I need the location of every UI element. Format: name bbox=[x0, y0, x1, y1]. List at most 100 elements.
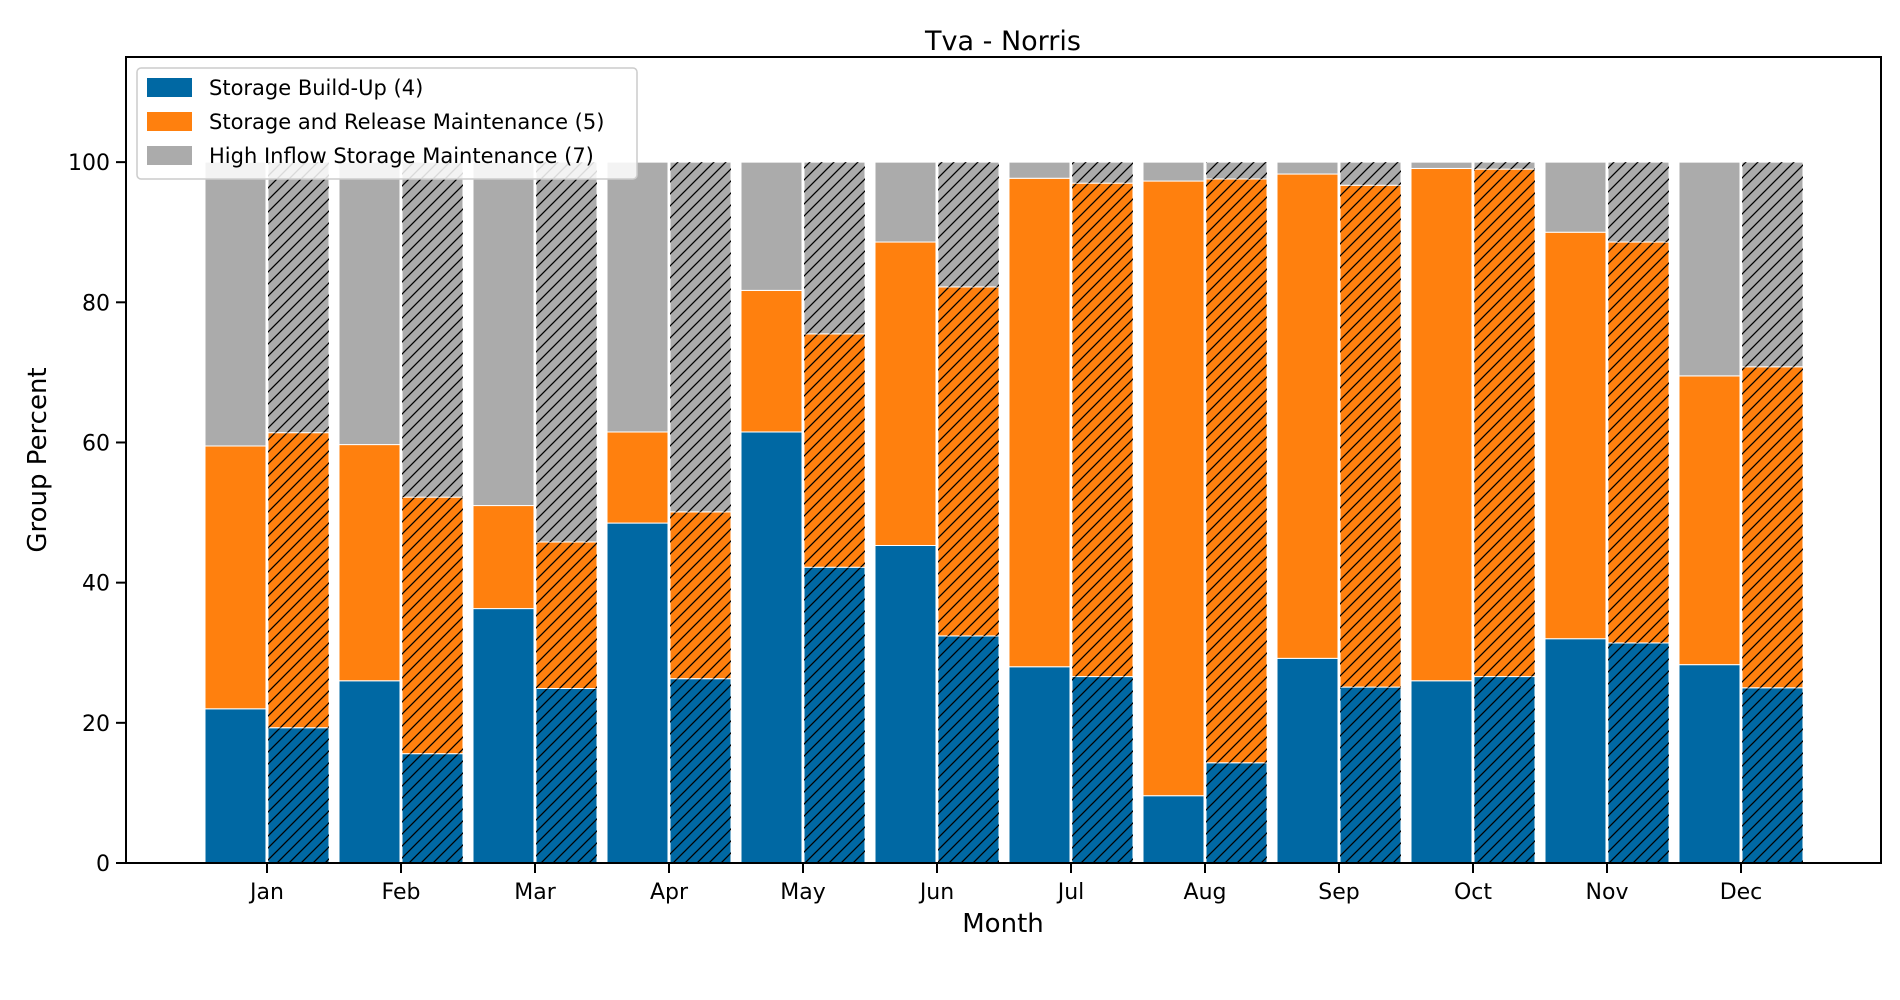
bar-hatch-jul-series-2 bbox=[1072, 183, 1133, 677]
x-tick-label: Jul bbox=[1056, 880, 1085, 905]
legend-swatch bbox=[147, 112, 192, 131]
bar-hatch-jun-series-3 bbox=[938, 162, 999, 287]
bar-nov-solid-series-3 bbox=[1544, 161, 1607, 233]
bar-jul-solid-series-1 bbox=[1008, 666, 1071, 864]
bar-hatch-nov-series-1 bbox=[1608, 642, 1669, 863]
bar-aug-solid-series-3 bbox=[1142, 161, 1205, 182]
bar-apr-solid-series-1 bbox=[606, 522, 669, 864]
bar-hatch-jun-series-1 bbox=[938, 635, 999, 863]
bar-hatch-feb-series-3 bbox=[402, 162, 463, 498]
bar-hatch-mar-series-1 bbox=[536, 688, 597, 863]
bar-hatch-jan-series-1 bbox=[268, 727, 329, 863]
bar-hatch-jan-series-2 bbox=[268, 432, 329, 728]
y-tick-label: 0 bbox=[96, 852, 110, 877]
bar-hatch-apr-series-1 bbox=[670, 678, 731, 863]
bar-hatch-feb-series-1 bbox=[402, 753, 463, 863]
bar-jan-solid-series-1 bbox=[204, 708, 267, 864]
legend-swatch bbox=[147, 78, 192, 97]
legend-label: Storage and Release Maintenance (5) bbox=[209, 110, 604, 134]
bar-feb-solid-series-1 bbox=[338, 680, 401, 864]
legend-label: Storage Build-Up (4) bbox=[209, 76, 423, 100]
bar-feb-solid-series-3 bbox=[338, 161, 401, 446]
bar-hatch-dec-series-3 bbox=[1742, 162, 1803, 367]
x-tick-label: Jun bbox=[918, 880, 954, 905]
bar-hatch-mar-series-2 bbox=[536, 542, 597, 689]
bar-feb-solid-series-2 bbox=[338, 444, 401, 682]
x-tick-label: Jan bbox=[248, 880, 284, 905]
x-tick-label: Feb bbox=[382, 880, 421, 905]
y-tick-label: 60 bbox=[82, 431, 110, 456]
bar-hatch-jul-series-3 bbox=[1072, 162, 1133, 184]
bar-apr-solid-series-3 bbox=[606, 161, 669, 433]
plot-frame bbox=[125, 56, 1882, 864]
bar-hatch-may-series-3 bbox=[804, 162, 865, 334]
bar-hatch-nov-series-3 bbox=[1608, 162, 1669, 243]
x-tick-label: Dec bbox=[1720, 880, 1763, 905]
bar-hatch-oct-series-3 bbox=[1474, 162, 1535, 170]
y-axis-label: Group Percent bbox=[23, 367, 53, 552]
bar-hatch-apr-series-2 bbox=[670, 511, 731, 679]
bar-hatch-dec-series-2 bbox=[1742, 366, 1803, 688]
bar-oct-solid-series-3 bbox=[1410, 161, 1473, 169]
bar-hatch-feb-series-2 bbox=[402, 497, 463, 754]
bar-jun-solid-series-2 bbox=[874, 241, 937, 547]
bar-hatch-jun-series-2 bbox=[938, 286, 999, 636]
x-tick-label: Apr bbox=[650, 880, 689, 905]
bar-hatch-jul-series-1 bbox=[1072, 676, 1133, 863]
legend-swatch bbox=[147, 146, 192, 165]
bar-jun-solid-series-1 bbox=[874, 545, 937, 864]
bar-hatch-may-series-2 bbox=[804, 333, 865, 568]
bar-hatch-oct-series-1 bbox=[1474, 676, 1535, 863]
bar-apr-solid-series-2 bbox=[606, 431, 669, 524]
legend-label: High Inflow Storage Maintenance (7) bbox=[209, 144, 594, 168]
bar-jan-solid-series-2 bbox=[204, 445, 267, 710]
bar-jul-solid-series-2 bbox=[1008, 177, 1071, 668]
axes-layer bbox=[125, 56, 1882, 864]
bar-jul-solid-series-3 bbox=[1008, 161, 1071, 179]
y-axis: 0 20 40 60 80 100 bbox=[68, 151, 126, 877]
x-axis: Jan Feb Mar Apr May Jun Jul Aug Sep Oct Nov Dec bbox=[248, 863, 1762, 905]
bar-mar-solid-series-3 bbox=[472, 161, 535, 507]
legend-frame bbox=[136, 67, 638, 180]
y-tick-label: 40 bbox=[82, 572, 110, 597]
bar-jan-solid-series-3 bbox=[204, 161, 267, 447]
chart-title: Tva - Norris bbox=[924, 26, 1081, 57]
bar-aug-solid-series-2 bbox=[1142, 180, 1205, 797]
bar-hatch-jan-series-3 bbox=[268, 162, 329, 433]
bar-hatch-sep-series-2 bbox=[1340, 185, 1401, 688]
bar-aug-solid-series-1 bbox=[1142, 795, 1205, 864]
x-tick-label: Aug bbox=[1184, 880, 1227, 905]
bars-layer bbox=[204, 161, 1804, 864]
bar-sep-solid-series-3 bbox=[1276, 161, 1339, 175]
x-axis-label: Month bbox=[962, 909, 1044, 939]
y-tick-label: 20 bbox=[82, 712, 110, 737]
bar-hatch-aug-series-3 bbox=[1206, 162, 1267, 179]
bar-hatch-sep-series-3 bbox=[1340, 162, 1401, 186]
x-tick-label: May bbox=[780, 880, 825, 905]
bar-hatch-mar-series-3 bbox=[536, 162, 597, 543]
bar-may-solid-series-3 bbox=[740, 161, 803, 291]
bar-hatch-dec-series-1 bbox=[1742, 687, 1803, 863]
x-tick-label: Oct bbox=[1454, 880, 1492, 905]
bar-hatch-nov-series-2 bbox=[1608, 242, 1669, 643]
x-tick-label: Mar bbox=[514, 880, 556, 905]
bar-sep-solid-series-2 bbox=[1276, 173, 1339, 659]
bar-dec-solid-series-2 bbox=[1678, 375, 1741, 666]
bar-hatch-aug-series-2 bbox=[1206, 178, 1267, 763]
bar-nov-solid-series-2 bbox=[1544, 231, 1607, 640]
x-tick-label: Sep bbox=[1318, 880, 1359, 905]
bar-hatch-may-series-1 bbox=[804, 567, 865, 863]
bar-oct-solid-series-1 bbox=[1410, 680, 1473, 864]
y-tick-label: 100 bbox=[68, 151, 110, 176]
bar-sep-solid-series-1 bbox=[1276, 657, 1339, 864]
bar-hatch-sep-series-1 bbox=[1340, 687, 1401, 863]
bar-may-solid-series-2 bbox=[740, 289, 803, 433]
legend: Storage Build-Up (4) Storage and Release … bbox=[136, 67, 638, 180]
bar-mar-solid-series-1 bbox=[472, 608, 535, 864]
bar-hatch-oct-series-2 bbox=[1474, 169, 1535, 677]
bar-dec-solid-series-1 bbox=[1678, 664, 1741, 864]
x-tick-label: Nov bbox=[1586, 880, 1629, 905]
bar-hatch-apr-series-3 bbox=[670, 162, 731, 512]
bar-hatch-aug-series-1 bbox=[1206, 762, 1267, 863]
